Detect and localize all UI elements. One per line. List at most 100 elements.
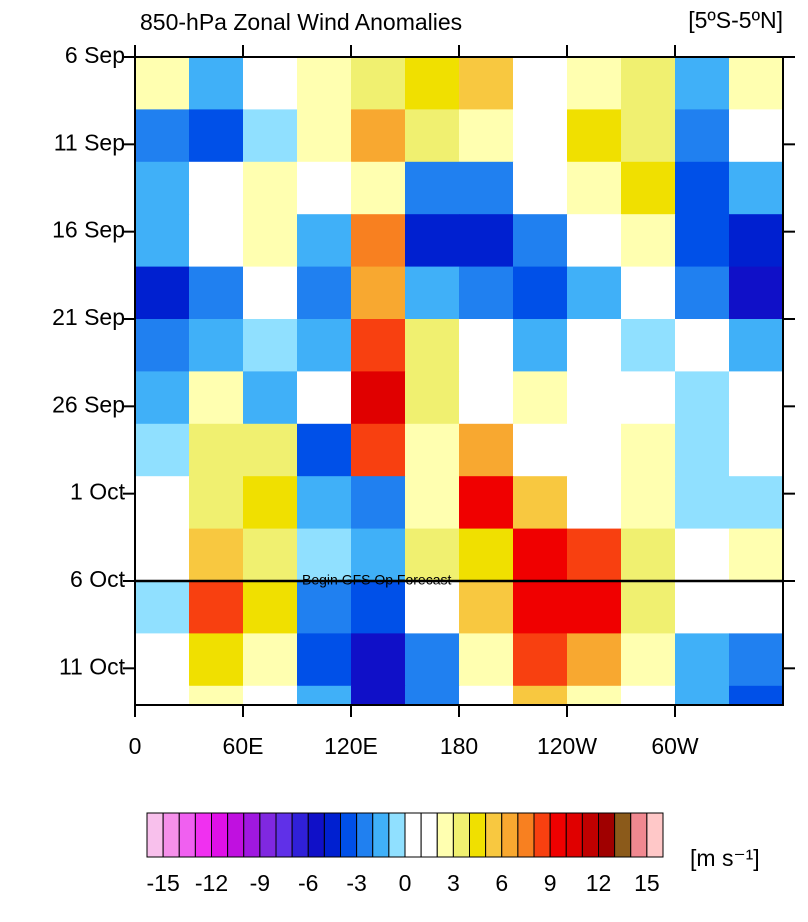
cell bbox=[135, 266, 190, 320]
cell bbox=[567, 57, 622, 110]
colorbar-box bbox=[630, 812, 648, 858]
cell bbox=[243, 633, 298, 687]
cell bbox=[189, 633, 244, 687]
cell bbox=[729, 214, 783, 268]
cell bbox=[135, 214, 190, 268]
cell bbox=[621, 109, 676, 163]
colorbar-box bbox=[517, 812, 535, 858]
colorbar-box bbox=[420, 812, 438, 858]
cell bbox=[405, 528, 460, 582]
cell bbox=[297, 633, 352, 687]
cell bbox=[405, 633, 460, 687]
chart-subtitle: [5ºS-5ºN] bbox=[688, 7, 783, 33]
cell bbox=[567, 423, 622, 477]
cell bbox=[459, 266, 514, 320]
colorbar-box bbox=[291, 812, 309, 858]
cell bbox=[189, 685, 244, 705]
cell bbox=[567, 318, 622, 372]
cell bbox=[297, 423, 352, 477]
cell bbox=[405, 318, 460, 372]
y-tick-label: 16 Sep bbox=[52, 217, 125, 243]
cell bbox=[513, 476, 568, 530]
colorbar-box bbox=[340, 812, 358, 858]
cell bbox=[567, 528, 622, 582]
cell bbox=[675, 266, 730, 320]
cell bbox=[513, 214, 568, 268]
cell bbox=[297, 685, 352, 705]
cell bbox=[189, 580, 244, 634]
cell bbox=[675, 214, 730, 268]
cell bbox=[297, 318, 352, 372]
cell bbox=[405, 580, 460, 634]
cell bbox=[351, 161, 406, 215]
cell bbox=[513, 109, 568, 163]
cell bbox=[459, 633, 514, 687]
colorbar-box bbox=[436, 812, 454, 858]
y-tick-label: 6 Sep bbox=[65, 42, 125, 68]
cell bbox=[675, 476, 730, 530]
cell bbox=[243, 423, 298, 477]
cell bbox=[459, 371, 514, 425]
colorbar-box bbox=[549, 812, 567, 858]
cell bbox=[675, 580, 730, 634]
cell bbox=[459, 161, 514, 215]
colorbar-label: 6 bbox=[495, 870, 508, 896]
cell bbox=[351, 266, 406, 320]
cell bbox=[459, 423, 514, 477]
cell bbox=[135, 161, 190, 215]
cell bbox=[459, 109, 514, 163]
cell bbox=[351, 528, 406, 582]
cell bbox=[405, 109, 460, 163]
cell bbox=[513, 528, 568, 582]
cell bbox=[135, 476, 190, 530]
colorbar-box bbox=[581, 812, 599, 858]
cell bbox=[189, 476, 244, 530]
colorbar-box bbox=[533, 812, 551, 858]
cell bbox=[135, 423, 190, 477]
cell bbox=[351, 476, 406, 530]
cell bbox=[243, 528, 298, 582]
cell bbox=[621, 318, 676, 372]
cell bbox=[243, 109, 298, 163]
colorbar-box bbox=[307, 812, 325, 858]
cell bbox=[351, 423, 406, 477]
cell bbox=[567, 266, 622, 320]
cell bbox=[729, 685, 783, 705]
colorbar-box bbox=[372, 812, 390, 858]
colorbar-box bbox=[614, 812, 632, 858]
cell bbox=[297, 57, 352, 110]
cell bbox=[513, 266, 568, 320]
cell bbox=[135, 633, 190, 687]
colorbar-box bbox=[211, 812, 229, 858]
cell bbox=[405, 685, 460, 705]
colorbar-box bbox=[565, 812, 583, 858]
cell bbox=[729, 109, 783, 163]
cell bbox=[513, 685, 568, 705]
cell bbox=[243, 266, 298, 320]
cell bbox=[729, 57, 783, 110]
cell bbox=[675, 318, 730, 372]
cell bbox=[351, 318, 406, 372]
colorbar-box bbox=[485, 812, 503, 858]
cell bbox=[459, 57, 514, 110]
cell bbox=[729, 528, 783, 582]
cell bbox=[729, 633, 783, 687]
cell bbox=[351, 57, 406, 110]
cell bbox=[297, 580, 352, 634]
cell bbox=[297, 528, 352, 582]
cell bbox=[675, 161, 730, 215]
cell bbox=[351, 109, 406, 163]
cell bbox=[189, 423, 244, 477]
x-tick-label: 60W bbox=[651, 733, 699, 759]
cell bbox=[405, 423, 460, 477]
colorbar-label: -15 bbox=[147, 870, 180, 896]
cell bbox=[621, 528, 676, 582]
cell bbox=[513, 633, 568, 687]
cell bbox=[621, 214, 676, 268]
cell bbox=[459, 528, 514, 582]
cell bbox=[135, 685, 190, 705]
cell bbox=[405, 57, 460, 110]
cell bbox=[621, 371, 676, 425]
colorbar-box bbox=[162, 812, 180, 858]
x-tick-label: 60E bbox=[223, 733, 264, 759]
